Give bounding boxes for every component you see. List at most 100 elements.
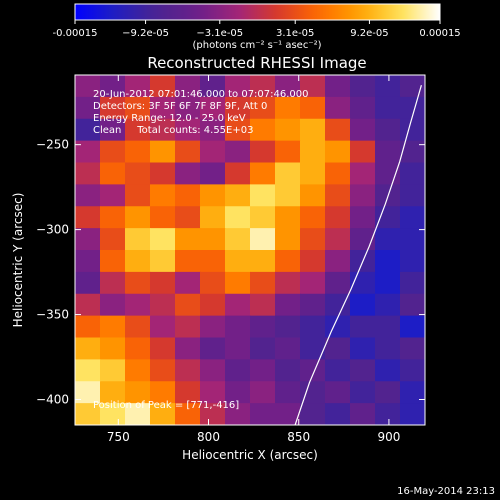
heatmap-cell xyxy=(200,228,226,251)
heatmap-cell xyxy=(200,140,226,164)
heatmap-cell xyxy=(125,118,151,142)
heatmap-cell xyxy=(225,271,251,295)
heatmap-cell xyxy=(100,381,126,404)
heatmap-cell xyxy=(175,250,201,273)
heatmap-cell xyxy=(275,293,301,317)
y-tick-label: −250 xyxy=(36,138,69,152)
heatmap-cell xyxy=(75,228,101,251)
heatmap-cell xyxy=(400,359,425,382)
x-tick-label: 850 xyxy=(287,430,310,444)
heatmap-cell xyxy=(225,381,251,404)
heatmap-cell xyxy=(350,140,376,164)
heatmap-cell xyxy=(325,162,351,185)
heatmap-cell xyxy=(400,184,425,207)
heatmap-cell xyxy=(200,293,226,317)
heatmap-cell xyxy=(350,206,376,229)
heatmap-cell xyxy=(125,359,151,382)
heatmap-cell xyxy=(200,315,226,339)
heatmap-cell xyxy=(150,75,176,98)
heatmap-cell xyxy=(250,381,276,404)
heatmap-cell xyxy=(350,359,376,382)
heatmap-cell xyxy=(375,228,401,251)
heatmap-cell xyxy=(225,162,251,185)
heatmap-cell xyxy=(325,271,351,295)
heatmap-cell xyxy=(100,359,126,382)
heatmap-cell xyxy=(375,206,401,229)
heatmap-cell xyxy=(225,140,251,164)
annotation-block: 20-Jun-2012 07:01:46.000 to 07:07:46.000… xyxy=(93,89,309,136)
heatmap-cell xyxy=(175,75,201,98)
annotation-line: Detectors: 3F 5F 6F 7F 8F 9F, Att 0 xyxy=(93,101,267,112)
heatmap-cell xyxy=(75,184,101,207)
heatmap-cell xyxy=(75,381,101,404)
annotation-line: Clean Total counts: 4.55E+03 xyxy=(93,125,253,136)
solar-limb-curve xyxy=(294,85,422,425)
colorbar-ticks: -0.00015 −9.2e-05 −3.1e-05 3.1e-05 9.2e-05 0.… xyxy=(53,20,461,39)
heatmap-cell xyxy=(75,206,101,229)
heatmap-cell xyxy=(125,75,151,98)
heatmap-cell xyxy=(200,162,226,185)
heatmap-cell xyxy=(250,228,276,251)
heatmap-cell xyxy=(150,206,176,229)
heatmap-cell xyxy=(275,315,301,339)
heatmap-cell xyxy=(250,140,276,164)
heatmap-cell xyxy=(325,293,351,317)
heatmap-cell xyxy=(250,359,276,382)
heatmap-cell xyxy=(225,184,251,207)
annotation-line: Energy Range: 12.0 - 25.0 keV xyxy=(93,113,246,124)
heatmap-cell xyxy=(75,315,101,339)
heatmap-cell xyxy=(125,381,151,404)
heatmap-cell xyxy=(100,293,126,317)
colorbar-tick-label: 0.00015 xyxy=(419,28,460,39)
heatmap-cell xyxy=(350,118,376,142)
heatmap-cell xyxy=(150,118,176,142)
heatmap-cell xyxy=(275,184,301,207)
heatmap-cell xyxy=(100,75,126,98)
heatmap-cell xyxy=(350,184,376,207)
heatmap-cell xyxy=(250,271,276,295)
heatmap-cell xyxy=(400,403,425,425)
heatmap-cell xyxy=(200,184,226,207)
colorbar-tick-label: -0.00015 xyxy=(53,28,98,39)
y-axis-ticks: −250 −300 −350 −400 xyxy=(36,138,425,407)
heatmap-cell xyxy=(175,140,201,164)
heatmap-cell xyxy=(225,96,251,120)
heatmap-cell xyxy=(150,381,176,404)
heatmap-cell xyxy=(175,206,201,229)
heatmap-cell xyxy=(325,315,351,339)
heatmap-cell xyxy=(400,315,425,339)
heatmap-cell xyxy=(275,96,301,120)
heatmap-cell xyxy=(350,96,376,120)
footer-date: 16-May-2014 23:13 xyxy=(397,486,495,497)
heatmap-cell xyxy=(325,140,351,164)
x-axis-ticks: 750 800 850 900 xyxy=(107,75,400,444)
heatmap-cell xyxy=(375,315,401,339)
heatmap-cell xyxy=(325,184,351,207)
heatmap-cell xyxy=(200,118,226,142)
heatmap-cell xyxy=(150,250,176,273)
heatmap-cell xyxy=(325,359,351,382)
heatmap-cell xyxy=(300,403,326,425)
heatmap-cell xyxy=(325,381,351,404)
heatmap-cell xyxy=(200,403,226,425)
heatmap-cell xyxy=(375,96,401,120)
heatmap-cell xyxy=(300,118,326,142)
heatmap-cell xyxy=(75,75,101,98)
heatmap-cell xyxy=(200,206,226,229)
heatmap-cell xyxy=(300,293,326,317)
heatmap-cell xyxy=(275,271,301,295)
heatmap-cell xyxy=(125,206,151,229)
heatmap-cell xyxy=(300,140,326,164)
heatmap-cell xyxy=(125,228,151,251)
heatmap-cell xyxy=(300,381,326,404)
colorbar-tick-label: 9.2e-05 xyxy=(350,28,388,39)
x-tick-label: 800 xyxy=(197,430,220,444)
heatmap-cell xyxy=(325,337,351,360)
colorbar-tick-label: 3.1e-05 xyxy=(276,28,314,39)
heatmap-cell xyxy=(200,271,226,295)
heatmap-cell xyxy=(200,250,226,273)
heatmap-cell xyxy=(250,96,276,120)
colorbar-tick-label: −9.2e-05 xyxy=(122,28,169,39)
heatmap-cell xyxy=(150,315,176,339)
heatmap-cell xyxy=(125,293,151,317)
